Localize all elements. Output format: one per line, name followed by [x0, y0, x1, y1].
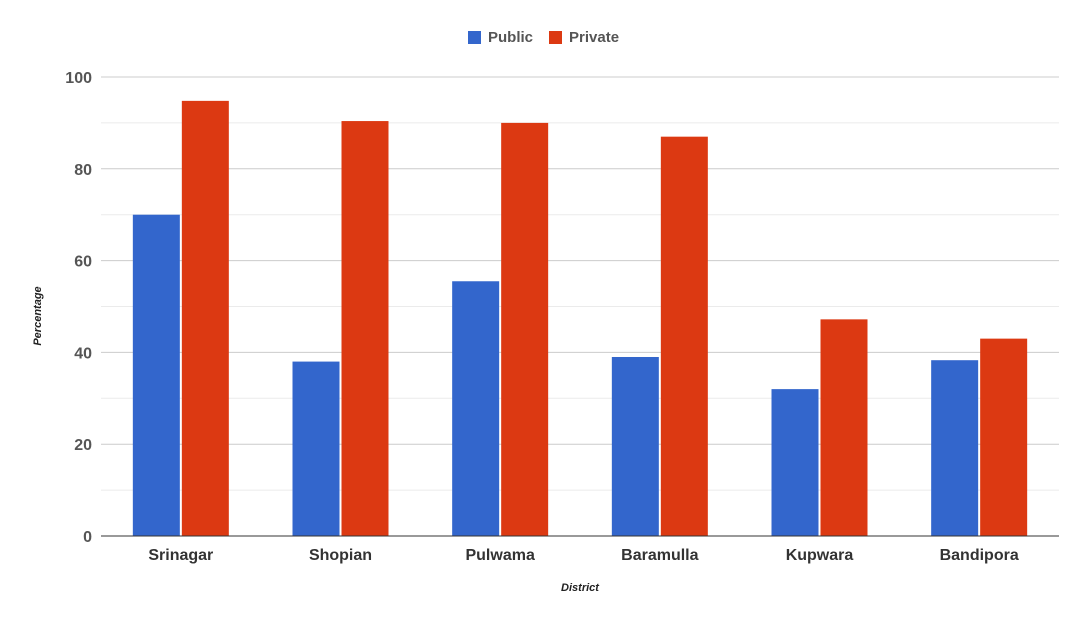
legend-swatch-public [468, 31, 481, 44]
grid-lines [101, 76, 1059, 491]
bars [132, 100, 1028, 537]
x-tick-label: Bandipora [940, 547, 1019, 564]
y-tick-labels: 0 20 40 60 80 100 [65, 70, 92, 546]
legend-swatch-private [549, 31, 563, 44]
bar-public-shopian[interactable] [292, 361, 340, 536]
y-tick-label: 100 [65, 70, 92, 87]
x-tick-label: Pulwama [465, 547, 534, 564]
bar-private-shopian[interactable] [341, 121, 389, 537]
x-tick-label: Baramulla [621, 547, 698, 564]
legend-item-public[interactable]: Public [468, 29, 533, 46]
y-tick-label: 20 [74, 437, 92, 454]
x-tick-label: Shopian [309, 547, 372, 564]
bar-public-kupwara[interactable] [771, 389, 819, 536]
x-tick-label: Kupwara [786, 547, 854, 564]
x-tick-label: Srinagar [148, 547, 213, 564]
legend-label-private: Private [569, 29, 620, 46]
x-tick-labels: Srinagar Shopian Pulwama Baramulla Kupwara Ba… [148, 547, 1018, 564]
bar-private-pulwama[interactable] [501, 122, 549, 537]
legend: Public Private [468, 29, 635, 46]
legend-label-public: Public [488, 29, 534, 46]
bar-private-baramulla[interactable] [660, 136, 708, 537]
x-axis-label: District [561, 582, 600, 594]
y-tick-label: 40 [74, 345, 92, 362]
bar-public-pulwama[interactable] [452, 281, 500, 536]
bar-public-baramulla[interactable] [611, 356, 659, 536]
y-tick-label: 60 [74, 254, 92, 271]
legend-item-private[interactable]: Private [549, 29, 619, 46]
y-tick-label: 80 [74, 162, 92, 179]
bar-public-srinagar[interactable] [132, 214, 180, 536]
y-tick-label: 0 [83, 529, 92, 546]
bar-private-bandipora[interactable] [980, 338, 1028, 536]
bar-public-bandipora[interactable] [931, 360, 979, 536]
y-axis-label: Percentage [32, 286, 44, 345]
bar-private-srinagar[interactable] [181, 100, 229, 537]
bar-private-kupwara[interactable] [820, 319, 868, 536]
